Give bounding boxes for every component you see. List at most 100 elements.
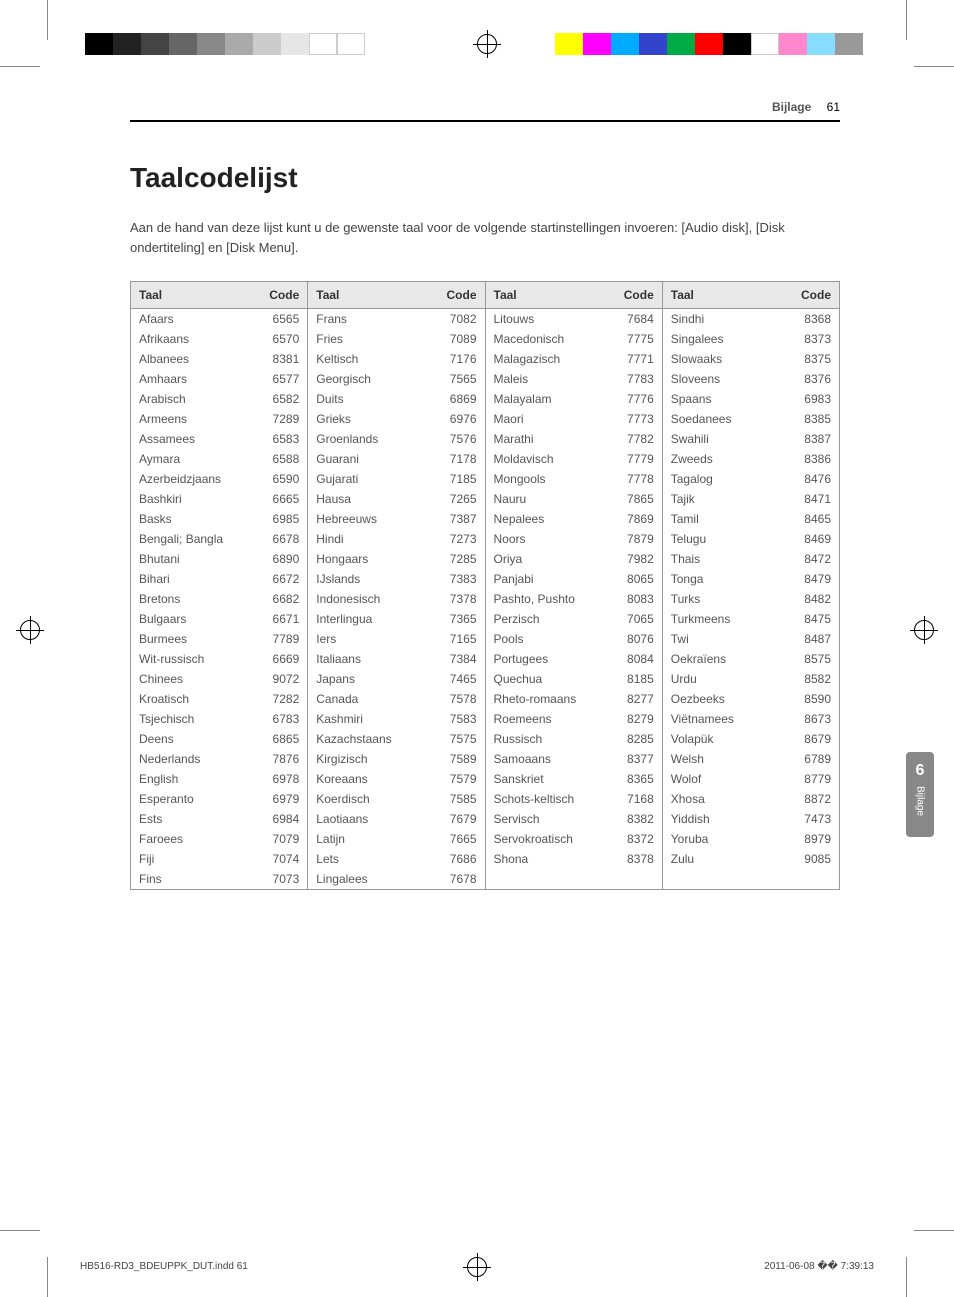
- language-code: 7082: [437, 312, 477, 326]
- language-name: Moldavisch: [494, 452, 614, 466]
- language-code: 8590: [791, 692, 831, 706]
- table-row: Chinees9072: [131, 669, 307, 689]
- table-row: Zweeds8386: [663, 449, 839, 469]
- language-name: Slowaaks: [671, 352, 791, 366]
- grayscale-calibration-bar: [85, 33, 365, 55]
- table-row: Sanskriet8365: [486, 769, 662, 789]
- language-name: Tamil: [671, 512, 791, 526]
- language-name: Schots-keltisch: [494, 792, 614, 806]
- table-row: Interlingua7365: [308, 609, 484, 629]
- language-name: Oekraïens: [671, 652, 791, 666]
- language-name: Malagazisch: [494, 352, 614, 366]
- language-name: Roemeens: [494, 712, 614, 726]
- language-name: Duits: [316, 392, 436, 406]
- language-code: 8076: [614, 632, 654, 646]
- table-row: Yiddish7473: [663, 809, 839, 829]
- language-code: 7285: [437, 552, 477, 566]
- language-name: Panjabi: [494, 572, 614, 586]
- language-name: Marathi: [494, 432, 614, 446]
- language-code: 7583: [437, 712, 477, 726]
- language-code: 9072: [259, 672, 299, 686]
- language-code: 7775: [614, 332, 654, 346]
- page-title: Taalcodelijst: [130, 162, 840, 194]
- language-code: 7779: [614, 452, 654, 466]
- table-row: Bashkiri6665: [131, 489, 307, 509]
- table-row: Bulgaars6671: [131, 609, 307, 629]
- language-code: 8279: [614, 712, 654, 726]
- language-code: 8083: [614, 592, 654, 606]
- header-code: Code: [791, 288, 831, 302]
- table-row: Singalees8373: [663, 329, 839, 349]
- language-name: Maori: [494, 412, 614, 426]
- registration-mark-icon: [477, 34, 497, 54]
- language-code: 7579: [437, 772, 477, 786]
- language-name: Fiji: [139, 852, 259, 866]
- language-name: Esperanto: [139, 792, 259, 806]
- language-name: Perzisch: [494, 612, 614, 626]
- language-name: Bretons: [139, 592, 259, 606]
- table-column: TaalCodeAfaars6565Afrikaans6570Albanees8…: [131, 282, 308, 889]
- language-code: 7773: [614, 412, 654, 426]
- language-code: 8475: [791, 612, 831, 626]
- table-row: Ests6984: [131, 809, 307, 829]
- table-row: Hindi7273: [308, 529, 484, 549]
- table-row: Servokroatisch8372: [486, 829, 662, 849]
- table-row: Litouws7684: [486, 309, 662, 329]
- language-name: Hausa: [316, 492, 436, 506]
- language-code: 6978: [259, 772, 299, 786]
- language-name: Gujarati: [316, 472, 436, 486]
- language-name: Volapük: [671, 732, 791, 746]
- language-code: 7575: [437, 732, 477, 746]
- language-name: Iers: [316, 632, 436, 646]
- language-code: 6678: [259, 532, 299, 546]
- table-row: Twi8487: [663, 629, 839, 649]
- language-name: Japans: [316, 672, 436, 686]
- language-name: Grieks: [316, 412, 436, 426]
- language-name: Noors: [494, 532, 614, 546]
- table-row: Tamil8465: [663, 509, 839, 529]
- language-code: 6672: [259, 572, 299, 586]
- language-name: Armeens: [139, 412, 259, 426]
- color-calibration-bar: [555, 33, 863, 55]
- table-column: TaalCodeFrans7082Fries7089Keltisch7176Ge…: [308, 282, 485, 889]
- language-name: Telugu: [671, 532, 791, 546]
- side-tab: 6 Bijlage: [906, 752, 934, 837]
- table-row: Telugu8469: [663, 529, 839, 549]
- language-code: 7465: [437, 672, 477, 686]
- language-name: Yoruba: [671, 832, 791, 846]
- language-name: Mongools: [494, 472, 614, 486]
- side-tab-number: 6: [906, 762, 934, 780]
- language-name: Koreaans: [316, 772, 436, 786]
- language-name: Georgisch: [316, 372, 436, 386]
- language-code-table: TaalCodeAfaars6565Afrikaans6570Albanees8…: [130, 281, 840, 890]
- language-name: Bihari: [139, 572, 259, 586]
- language-code: 7865: [614, 492, 654, 506]
- language-name: Shona: [494, 852, 614, 866]
- language-code: 7684: [614, 312, 654, 326]
- language-code: 8376: [791, 372, 831, 386]
- language-code: 7879: [614, 532, 654, 546]
- table-row: Moldavisch7779: [486, 449, 662, 469]
- language-name: Groenlands: [316, 432, 436, 446]
- language-name: Amhaars: [139, 372, 259, 386]
- language-code: 6976: [437, 412, 477, 426]
- table-row: Hebreeuws7387: [308, 509, 484, 529]
- table-row: Turks8482: [663, 589, 839, 609]
- language-name: Canada: [316, 692, 436, 706]
- language-name: Welsh: [671, 752, 791, 766]
- language-name: Bulgaars: [139, 612, 259, 626]
- table-row: Spaans6983: [663, 389, 839, 409]
- language-name: English: [139, 772, 259, 786]
- table-row: Viëtnamees8673: [663, 709, 839, 729]
- table-row: Kroatisch7282: [131, 689, 307, 709]
- language-name: Pashto, Pushto: [494, 592, 614, 606]
- language-code: 7074: [259, 852, 299, 866]
- table-row: Tsjechisch6783: [131, 709, 307, 729]
- table-row: Slowaaks8375: [663, 349, 839, 369]
- print-footer: HB516-RD3_BDEUPPK_DUT.indd 61 2011-06-08…: [80, 1261, 874, 1272]
- table-row: Lets7686: [308, 849, 484, 869]
- language-name: Wit-russisch: [139, 652, 259, 666]
- language-code: 8779: [791, 772, 831, 786]
- language-code: 8472: [791, 552, 831, 566]
- language-code: 8381: [259, 352, 299, 366]
